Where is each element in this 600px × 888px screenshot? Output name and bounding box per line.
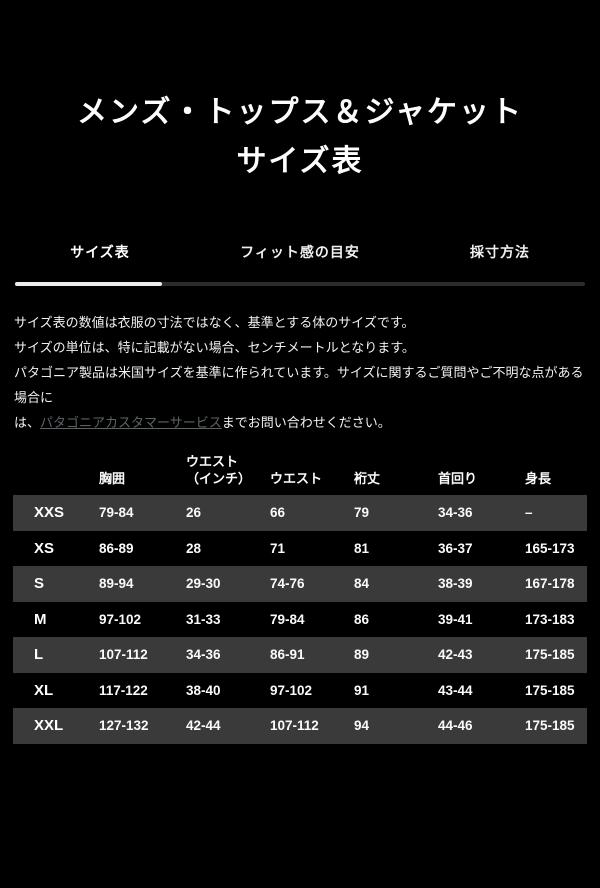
- waist-inch-cell: 31-33: [186, 611, 221, 627]
- size-label-cell: XL: [34, 681, 54, 699]
- col-header-height: 身長: [525, 471, 552, 486]
- tab-bar: サイズ表 フィット感の目安 採寸方法: [0, 240, 600, 264]
- page-title-line-1: メンズ・トップス＆ジャケット: [77, 96, 523, 129]
- size-row-l: L 107-112 34-36 86-91 89 42-43 175-185: [13, 637, 587, 673]
- tab-size-chart[interactable]: サイズ表: [70, 244, 130, 260]
- neck-cell: 42-43: [438, 647, 473, 663]
- tab-fit-guide[interactable]: フィット感の目安: [240, 244, 360, 260]
- tab-measuring[interactable]: 採寸方法: [470, 244, 530, 260]
- size-label-cell: M: [34, 610, 47, 628]
- chest-cell: 127-132: [99, 718, 149, 734]
- col-header-chest: 胸囲: [99, 471, 126, 486]
- size-row-s: S 89-94 29-30 74-76 84 38-39 167-178: [13, 566, 587, 602]
- page-title: メンズ・トップス＆ジャケット サイズ表: [0, 88, 600, 186]
- waist-cell: 71: [270, 540, 286, 556]
- size-row-xxs: XXS 79-84 26 66 79 34-36 –: [13, 495, 587, 531]
- waist-cell: 74-76: [270, 576, 305, 592]
- size-label-cell: XXS: [34, 504, 65, 522]
- waist-inch-cell: 29-30: [186, 576, 221, 592]
- chest-cell: 79-84: [99, 505, 134, 521]
- col-header-neck: 首回り: [438, 471, 478, 486]
- sleeve-cell: 91: [354, 682, 370, 698]
- waist-cell: 86-91: [270, 647, 305, 663]
- neck-cell: 39-41: [438, 611, 473, 627]
- height-cell: 175-185: [525, 647, 575, 663]
- height-cell: 173-183: [525, 611, 575, 627]
- chest-cell: 97-102: [99, 611, 142, 627]
- neck-cell: 34-36: [438, 505, 473, 521]
- col-header-waist: ウエスト: [270, 471, 323, 486]
- size-row-xl: XL 117-122 38-40 97-102 91 43-44 175-185: [13, 673, 587, 709]
- sleeve-cell: 94: [354, 718, 370, 734]
- size-label-cell: S: [34, 575, 45, 593]
- waist-inch-cell: 38-40: [186, 682, 221, 698]
- active-tab-indicator: [15, 282, 162, 286]
- sleeve-cell: 79: [354, 505, 370, 521]
- waist-inch-cell: 34-36: [186, 647, 221, 663]
- height-cell: 165-173: [525, 540, 575, 556]
- size-chart-page: メンズ・トップス＆ジャケット サイズ表 サイズ表 フィット感の目安 採寸方法 サ…: [0, 88, 600, 888]
- sleeve-cell: 89: [354, 647, 370, 663]
- waist-inch-cell: 28: [186, 540, 202, 556]
- waist-cell: 97-102: [270, 682, 313, 698]
- col-header-waist-inch: ウエスト （インチ）: [186, 454, 252, 486]
- height-cell: 175-185: [525, 718, 575, 734]
- chest-cell: 86-89: [99, 540, 134, 556]
- note-line-4: は、パタゴニアカスタマーサービスまでお問い合わせください。: [14, 410, 586, 435]
- height-cell: 175-185: [525, 682, 575, 698]
- size-table-body: XXS 79-84 26 66 79 34-36 – XS 86-89 28 7…: [13, 495, 587, 744]
- note-line-4-after: までお問い合わせください。: [221, 415, 391, 430]
- neck-cell: 38-39: [438, 576, 473, 592]
- sleeve-cell: 86: [354, 611, 370, 627]
- size-label-cell: XXL: [34, 717, 64, 735]
- height-cell: 167-178: [525, 576, 575, 592]
- chest-cell: 89-94: [99, 576, 134, 592]
- height-cell: –: [525, 505, 533, 521]
- size-note: サイズ表の数値は衣服の寸法ではなく、基準とする体のサイズです。 サイズの単位は、…: [14, 310, 586, 435]
- waist-cell: 66: [270, 505, 286, 521]
- neck-cell: 36-37: [438, 540, 473, 556]
- tab-underline-track: [15, 282, 585, 286]
- customer-service-link[interactable]: パタゴニアカスタマーサービス: [40, 415, 222, 430]
- size-label-cell: L: [34, 646, 44, 664]
- size-row-m: M 97-102 31-33 79-84 86 39-41 173-183: [13, 602, 587, 638]
- page-title-line-2: サイズ表: [236, 145, 364, 178]
- sleeve-cell: 84: [354, 576, 370, 592]
- waist-inch-cell: 42-44: [186, 718, 221, 734]
- note-line-2: サイズの単位は、特に記載がない場合、センチメートルとなります。: [14, 340, 415, 355]
- note-line-1: サイズ表の数値は衣服の寸法ではなく、基準とする体のサイズです。: [14, 315, 415, 330]
- neck-cell: 43-44: [438, 682, 473, 698]
- size-label-cell: XS: [34, 539, 55, 557]
- size-table: 胸囲 ウエスト （インチ） ウエスト 裄丈 首回り 身長 XXS 79-84 2…: [13, 453, 587, 744]
- chest-cell: 107-112: [99, 647, 148, 663]
- waist-inch-cell: 26: [186, 505, 202, 521]
- waist-cell: 107-112: [270, 718, 319, 734]
- col-header-sleeve: 裄丈: [354, 471, 381, 486]
- size-row-xs: XS 86-89 28 71 81 36-37 165-173: [13, 531, 587, 567]
- size-row-xxl: XXL 127-132 42-44 107-112 94 44-46 175-1…: [13, 708, 587, 744]
- note-line-3: パタゴニア製品は米国サイズを基準に作られています。サイズに関するご質問やご不明な…: [14, 365, 584, 405]
- sleeve-cell: 81: [354, 540, 370, 556]
- waist-cell: 79-84: [270, 611, 305, 627]
- chest-cell: 117-122: [99, 682, 148, 698]
- note-line-4-before: は、: [14, 415, 41, 430]
- neck-cell: 44-46: [438, 718, 473, 734]
- size-table-header: 胸囲 ウエスト （インチ） ウエスト 裄丈 首回り 身長: [13, 453, 587, 495]
